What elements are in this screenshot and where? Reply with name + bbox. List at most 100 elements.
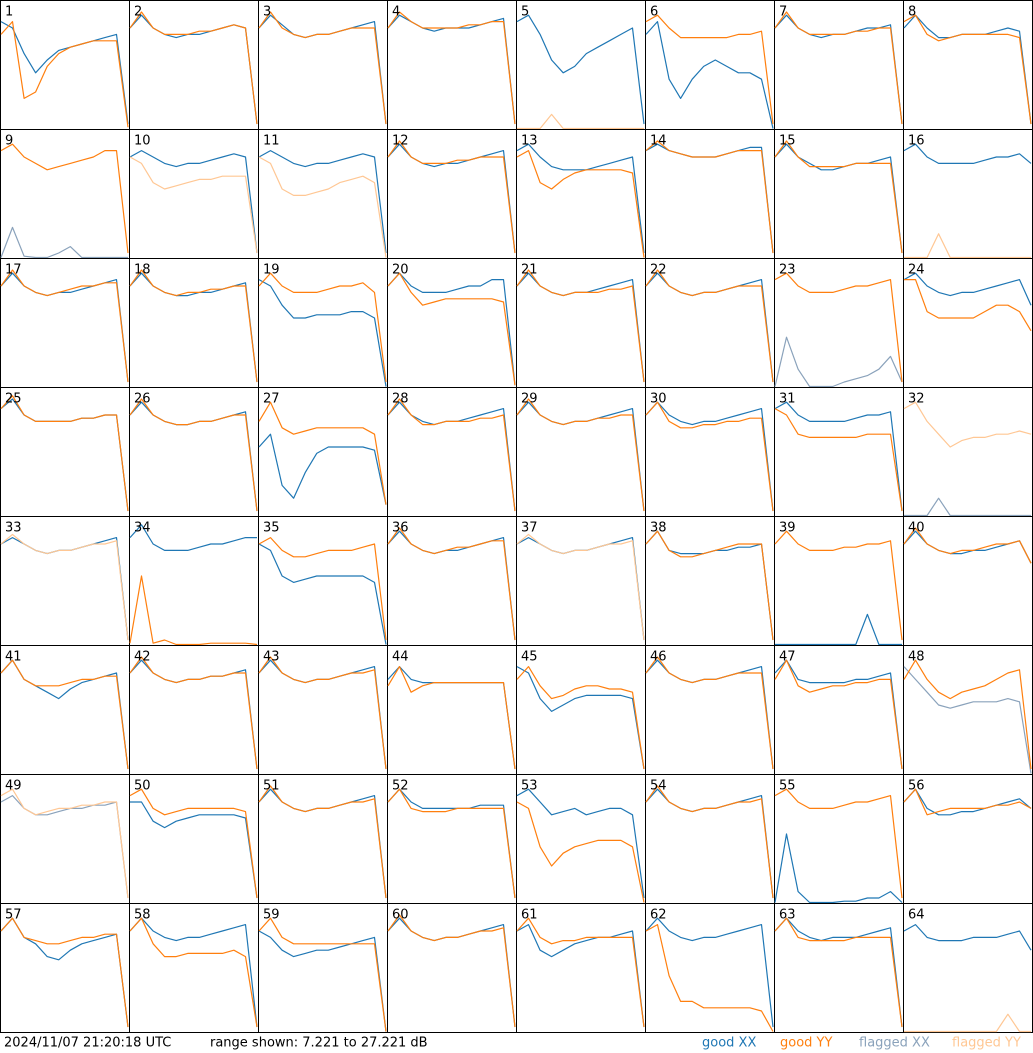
spectrum-yy <box>129 11 258 125</box>
spectrum-yy <box>387 140 516 254</box>
spectrum-yy <box>129 656 258 770</box>
spectrum-xx <box>774 401 903 512</box>
panel-label: 62 <box>650 908 667 923</box>
panel-label: 48 <box>908 650 925 665</box>
spectrum-yy <box>645 269 774 383</box>
panel-label: 6 <box>650 5 658 20</box>
spectrum-yy <box>517 113 644 130</box>
spectrum-yy <box>645 530 774 641</box>
spectrum-xx <box>774 659 903 770</box>
spectrum-yy <box>387 788 516 899</box>
spectrum-yy <box>0 143 129 254</box>
panel-frame <box>0 129 130 259</box>
spectrum-xx <box>387 272 516 386</box>
panel-frame <box>774 516 904 646</box>
panel-frame <box>516 516 646 646</box>
spectrum-yy <box>0 533 129 641</box>
panel-frame <box>516 258 646 388</box>
spectrum-yy <box>774 408 903 512</box>
spectrum-yy <box>903 527 1032 564</box>
spectrum-xx <box>774 917 903 1028</box>
panel-label: 61 <box>521 908 538 923</box>
panel-frame <box>0 903 130 1033</box>
panel-frame <box>903 387 1033 517</box>
panel-frame <box>774 903 904 1033</box>
panel-label: 38 <box>650 521 667 536</box>
spectrum-yy <box>387 11 516 125</box>
panel-frame <box>774 645 904 775</box>
panel-label: 3 <box>263 5 271 20</box>
spectrum-xx <box>387 788 516 899</box>
spectrum-yy <box>904 279 1032 332</box>
spectrum-xx <box>904 497 1031 517</box>
spectrum-xx <box>129 14 258 125</box>
panel-label: 52 <box>392 779 409 794</box>
spectrum-yy <box>516 269 645 383</box>
panel-frame <box>258 387 388 517</box>
panel-label: 13 <box>521 134 538 149</box>
panel-frame <box>258 774 388 904</box>
panel-frame <box>258 645 388 775</box>
panel-label: 59 <box>263 908 280 923</box>
spectrum-yy <box>258 156 387 258</box>
panel-label: 47 <box>779 650 796 665</box>
spectrum-xx <box>129 272 258 383</box>
panel-label: 32 <box>908 392 925 407</box>
panel-label: 64 <box>908 908 925 923</box>
spectrum-yy <box>129 269 258 383</box>
panel-label: 23 <box>779 263 796 278</box>
spectrum-xx <box>903 14 1032 125</box>
spectrum-xx <box>129 150 258 254</box>
spectrum-yy <box>774 272 903 383</box>
spectrum-yy <box>258 917 387 1032</box>
panel-label: 56 <box>908 779 925 794</box>
spectrum-xx <box>129 524 257 551</box>
spectrum-xx <box>129 917 258 1028</box>
legend-entry: flagged YY <box>952 1036 1021 1051</box>
panel-label: 4 <box>392 5 400 20</box>
spectrum-yy <box>0 21 129 128</box>
spectrum-yy <box>0 395 129 512</box>
panel-frame <box>516 387 646 517</box>
panel-frame <box>258 0 388 130</box>
spectrum-yy <box>645 140 774 254</box>
panel-frame <box>903 0 1033 130</box>
panel-frame <box>387 129 517 259</box>
panel-frame <box>645 645 775 775</box>
panel-label: 17 <box>5 263 22 278</box>
panel-frame <box>258 903 388 1033</box>
spectrum-xx <box>258 14 387 125</box>
spectrum-yy <box>387 527 516 641</box>
panel-frame <box>516 774 646 904</box>
panel-label: 20 <box>392 263 409 278</box>
panel-label: 8 <box>908 5 916 20</box>
spectrum-xx <box>645 272 774 383</box>
panel-label: 29 <box>521 392 538 407</box>
spectrum-xx <box>645 143 774 254</box>
panel-label: 16 <box>908 134 925 149</box>
panel-frame <box>129 387 259 517</box>
spectrum-yy <box>387 398 516 512</box>
panel-label: 10 <box>134 134 151 149</box>
panel-label: 27 <box>263 392 280 407</box>
spectrum-yy <box>645 785 774 899</box>
panel-label: 46 <box>650 650 667 665</box>
panel-frame <box>774 129 904 259</box>
panel-label: 33 <box>5 521 22 536</box>
spectrum-yy <box>903 659 1032 770</box>
spectrum-yy <box>0 269 129 383</box>
spectrum-xx <box>0 21 129 125</box>
panel-frame <box>774 0 904 130</box>
spectrum-yy <box>774 530 903 641</box>
spectrum-xx <box>516 14 645 125</box>
spectrum-xx <box>129 659 258 770</box>
panel-frame <box>0 516 130 646</box>
panel-label: 15 <box>779 134 796 149</box>
legend-entry: flagged XX <box>859 1036 930 1051</box>
panel-frame <box>903 129 1033 259</box>
spectrum-xx <box>258 930 387 1032</box>
timestamp: 2024/11/07 21:20:18 UTC <box>4 1036 171 1051</box>
panel-label: 51 <box>263 779 280 794</box>
panel-label: 36 <box>392 521 409 536</box>
spectrum-yy <box>774 788 903 899</box>
